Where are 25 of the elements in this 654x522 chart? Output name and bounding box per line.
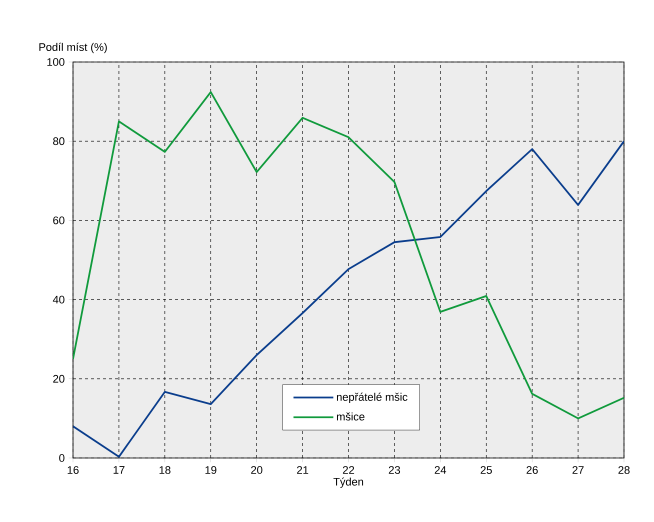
line-series xyxy=(73,91,624,420)
y-tick-label: 60 xyxy=(53,216,64,224)
x-tick-label: 23 xyxy=(388,466,400,474)
y-tick-label: 20 xyxy=(53,374,64,383)
x-tick-label: 19 xyxy=(205,466,216,474)
x-tick-label: 26 xyxy=(526,466,538,474)
y-tick-label: 100 xyxy=(47,58,64,66)
legend-label: mšice xyxy=(336,412,364,421)
x-tick-label: 25 xyxy=(480,466,492,474)
x-tick-label: 20 xyxy=(251,466,262,474)
line-series xyxy=(73,140,624,458)
x-tick-label: 22 xyxy=(342,466,354,474)
x-tick-label: 24 xyxy=(434,466,446,474)
y-tick-label: 40 xyxy=(52,296,64,304)
y-tick-label: 80 xyxy=(53,137,64,146)
y-axis-title: Podíl míst (%) xyxy=(39,42,107,54)
x-tick-label: 28 xyxy=(618,466,630,474)
x-tick-label: 27 xyxy=(572,466,584,474)
x-tick-label: 16 xyxy=(68,466,79,474)
y-tick-label: 0 xyxy=(59,454,64,462)
x-tick-label: 18 xyxy=(160,466,170,474)
legend-label: nepřátelé mšic xyxy=(336,392,408,404)
x-tick-label: 17 xyxy=(114,466,124,474)
x-tick-label: 21 xyxy=(297,466,308,474)
x-axis-title: Týden xyxy=(333,477,364,488)
